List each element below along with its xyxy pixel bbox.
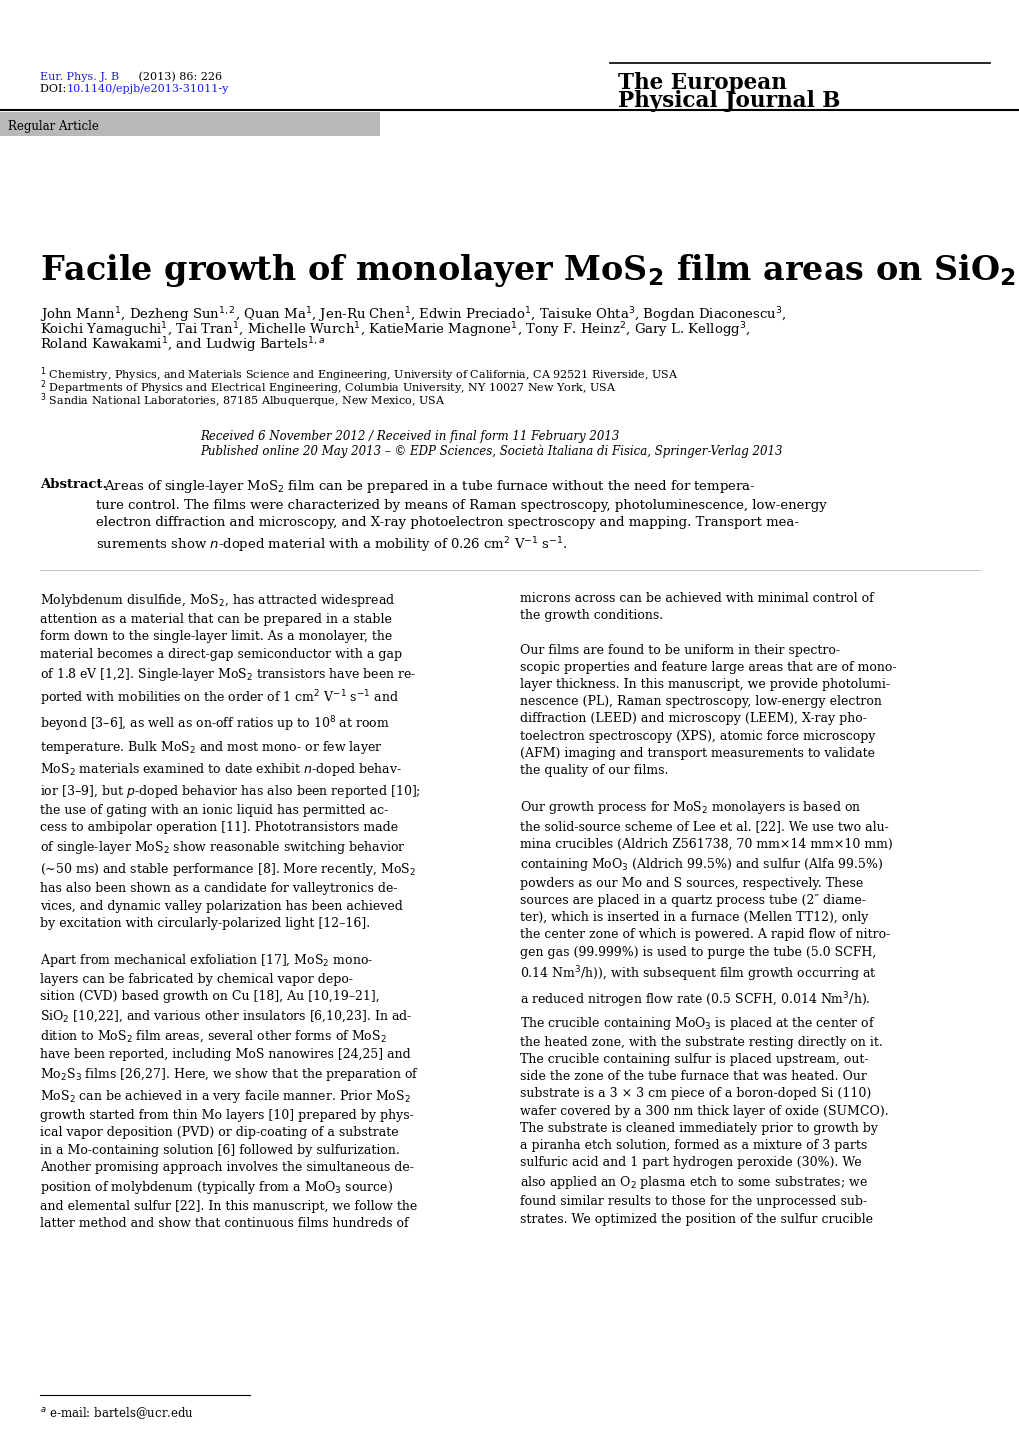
Text: (2013) 86: 226: (2013) 86: 226 bbox=[135, 72, 222, 82]
Text: Eur. Phys. J. B: Eur. Phys. J. B bbox=[40, 72, 119, 82]
Text: John Mann$^1$, Dezheng Sun$^{1,2}$, Quan Ma$^1$, Jen-Ru Chen$^1$, Edwin Preciado: John Mann$^1$, Dezheng Sun$^{1,2}$, Quan… bbox=[40, 304, 786, 325]
Text: Facile growth of monolayer MoS$_{\mathbf{2}}$ film areas on SiO$_{\mathbf{2}}$: Facile growth of monolayer MoS$_{\mathbf… bbox=[40, 253, 1015, 289]
Text: Abstract.: Abstract. bbox=[40, 478, 107, 491]
Text: Molybdenum disulfide, MoS$_2$, has attracted widespread
attention as a material : Molybdenum disulfide, MoS$_2$, has attra… bbox=[40, 592, 421, 1231]
Text: Regular Article: Regular Article bbox=[8, 120, 99, 133]
Text: Published online 20 May 2013 – © EDP Sciences, Società Italiana di Fisica, Sprin: Published online 20 May 2013 – © EDP Sci… bbox=[200, 444, 782, 457]
Text: $^1$ Chemistry, Physics, and Materials Science and Engineering, University of Ca: $^1$ Chemistry, Physics, and Materials S… bbox=[40, 365, 678, 384]
Text: Koichi Yamaguchi$^1$, Tai Tran$^1$, Michelle Wurch$^1$, KatieMarie Magnone$^1$, : Koichi Yamaguchi$^1$, Tai Tran$^1$, Mich… bbox=[40, 320, 750, 339]
Text: Physical Journal B: Physical Journal B bbox=[618, 89, 840, 113]
Text: DOI:: DOI: bbox=[40, 84, 69, 94]
Text: microns across can be achieved with minimal control of
the growth conditions.

O: microns across can be achieved with mini… bbox=[520, 592, 896, 1225]
Text: Received 6 November 2012 / Received in final form 11 February 2013: Received 6 November 2012 / Received in f… bbox=[200, 430, 619, 443]
FancyBboxPatch shape bbox=[0, 113, 380, 136]
Text: Roland Kawakami$^1$, and Ludwig Bartels$^{1,a}$: Roland Kawakami$^1$, and Ludwig Bartels$… bbox=[40, 335, 325, 355]
Text: The European: The European bbox=[618, 72, 786, 94]
Text: 10.1140/epjb/e2013-31011-y: 10.1140/epjb/e2013-31011-y bbox=[67, 84, 229, 94]
Text: $^3$ Sandia National Laboratories, 87185 Albuquerque, New Mexico, USA: $^3$ Sandia National Laboratories, 87185… bbox=[40, 391, 445, 410]
Text: $^2$ Departments of Physics and Electrical Engineering, Columbia University, NY : $^2$ Departments of Physics and Electric… bbox=[40, 378, 616, 397]
Text: $^a$ e-mail: bartels@ucr.edu: $^a$ e-mail: bartels@ucr.edu bbox=[40, 1405, 194, 1421]
Text: Areas of single-layer MoS$_2$ film can be prepared in a tube furnace without the: Areas of single-layer MoS$_2$ film can b… bbox=[96, 478, 826, 556]
